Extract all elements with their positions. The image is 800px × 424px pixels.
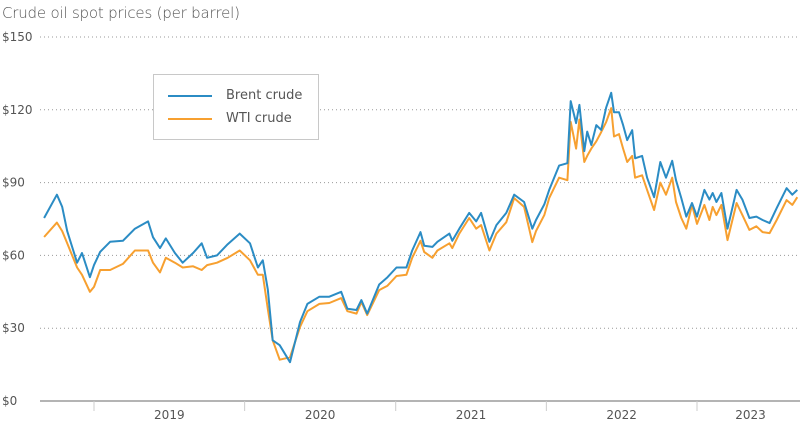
x-tick-label: 2021: [456, 408, 487, 422]
y-tick-label: $90: [2, 176, 25, 190]
legend-label-wti: WTI crude: [226, 111, 292, 126]
legend-swatch-brent: [168, 94, 212, 97]
x-tick-label: 2023: [735, 408, 766, 422]
y-tick-label: $30: [2, 321, 25, 335]
x-tick-label: 2020: [305, 408, 336, 422]
legend-swatch-wti: [168, 117, 212, 120]
x-tick-label: 2022: [606, 408, 637, 422]
series-lines: [43, 91, 799, 364]
legend: Brent crude WTI crude: [153, 74, 319, 140]
legend-item-brent: Brent crude: [168, 88, 302, 103]
legend-item-wti: WTI crude: [168, 111, 292, 126]
y-axis: $0 $30 $60 $90 $120 $150: [2, 30, 33, 408]
y-tick-label: $60: [2, 248, 25, 262]
y-tick-label: $150: [2, 30, 33, 44]
x-tick-label: 2019: [154, 408, 185, 422]
series-line-brent-crude: [43, 91, 798, 364]
y-tick-label: $120: [2, 103, 33, 117]
series-line-wti-crude: [43, 107, 799, 361]
x-axis: 2019 2020 2021 2022 2023: [40, 400, 800, 422]
legend-label-brent: Brent crude: [226, 88, 303, 103]
chart-title: Crude oil spot prices (per barrel): [2, 4, 240, 22]
y-tick-label: $0: [2, 394, 17, 408]
gridlines: [40, 36, 800, 329]
